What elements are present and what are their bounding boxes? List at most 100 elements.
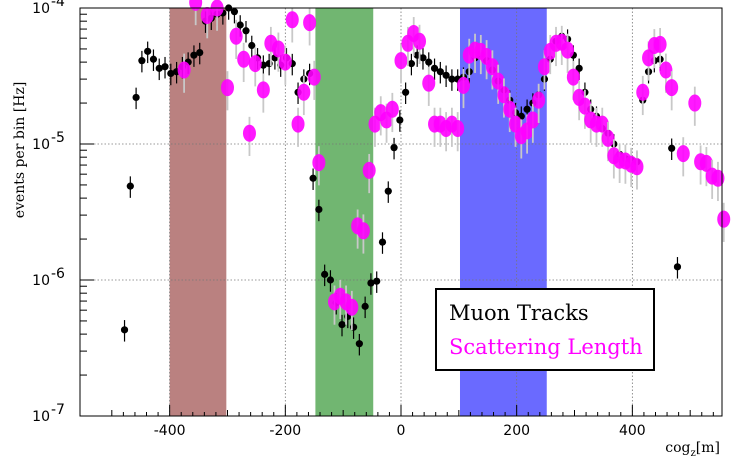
- muon-tracks-point: [419, 54, 427, 62]
- scattering-length-point: [422, 74, 436, 92]
- muon-tracks-point: [338, 320, 346, 329]
- scattering-length-point: [385, 100, 399, 118]
- scattering-length-point: [636, 83, 650, 101]
- muon-tracks-point: [442, 71, 450, 79]
- scattering-length-point: [303, 14, 317, 32]
- x-tick-label: -400: [154, 423, 186, 439]
- muon-tracks-point: [230, 8, 239, 16]
- x-axis-label-sub: z: [691, 448, 696, 459]
- muon-tracks-point: [309, 174, 317, 182]
- x-tick-label: 400: [619, 423, 646, 439]
- scattering-length-point: [526, 111, 540, 129]
- scattering-length-point: [711, 169, 725, 187]
- muon-tracks-point: [373, 277, 381, 285]
- muon-tracks-point: [120, 326, 129, 334]
- muon-tracks-point: [355, 340, 363, 348]
- scattering-length-point: [688, 94, 702, 112]
- y-tick-label: 10: [32, 137, 50, 153]
- scattering-length-point: [456, 76, 470, 94]
- muon-tracks-point: [149, 55, 158, 63]
- scattering-length-point: [271, 40, 285, 58]
- scattering-length-point: [312, 154, 326, 172]
- scattering-length-point: [665, 79, 679, 97]
- legend-entry-scattering-length: Scattering Length: [449, 335, 643, 359]
- muon-tracks-point: [396, 116, 404, 124]
- scattering-length-point: [532, 91, 546, 109]
- legend-entry-muon-tracks: Muon Tracks: [449, 301, 589, 325]
- scattering-length-point: [537, 58, 551, 76]
- muon-tracks-point: [167, 69, 175, 78]
- scattering-length-point: [497, 86, 511, 104]
- muon-tracks-point: [390, 144, 398, 152]
- muon-tracks-point: [132, 93, 140, 102]
- muon-tracks-point: [407, 60, 416, 68]
- x-tick-label: 0: [397, 423, 406, 439]
- muon-tracks-point: [321, 270, 329, 278]
- muon-tracks-point: [190, 51, 198, 59]
- scattering-length-point: [220, 79, 234, 97]
- y-tick-label: 10: [32, 1, 50, 17]
- scattering-length-point: [642, 49, 656, 67]
- muon-tracks-point: [138, 57, 146, 65]
- muon-tracks-point: [575, 64, 583, 72]
- muon-tracks-point: [242, 27, 250, 35]
- muon-tracks-point: [523, 105, 531, 113]
- scattering-length-point: [285, 11, 299, 29]
- y-tick-label-exponent: -5: [51, 130, 65, 146]
- scattering-length-point: [491, 72, 505, 90]
- muon-tracks-point: [430, 64, 439, 72]
- scattering-length-point: [278, 53, 292, 71]
- y-tick-label-exponent: -7: [51, 402, 65, 418]
- muon-tracks-point: [402, 88, 410, 96]
- muon-tracks-point: [144, 47, 152, 55]
- scattering-length-point: [356, 222, 370, 240]
- scattering-length-point: [248, 55, 262, 73]
- muon-tracks-point: [673, 263, 682, 271]
- muon-tracks-point: [668, 144, 676, 152]
- muon-tracks-point: [448, 75, 456, 83]
- scattering-length-point: [200, 7, 214, 25]
- muon-tracks-point: [361, 302, 369, 310]
- scattering-length-point: [601, 129, 615, 147]
- scattering-length-point: [297, 83, 311, 101]
- legend-box: [435, 288, 655, 371]
- y-tick-label-exponent: -4: [51, 0, 65, 10]
- muon-tracks-point: [196, 48, 204, 57]
- scattering-length-point: [229, 27, 243, 45]
- scattering-length-point: [699, 154, 713, 172]
- scattering-length-point: [659, 61, 673, 79]
- axis-ticks: [80, 13, 714, 417]
- scattering-length-point: [413, 32, 427, 50]
- scattering-length-point: [653, 35, 667, 53]
- muon-tracks-point: [326, 276, 335, 284]
- scattering-length-point: [242, 124, 256, 142]
- y-axis-label: events per bin [Hz]: [12, 82, 28, 219]
- muon-tracks-point: [248, 41, 256, 50]
- scattering-length-point: [291, 115, 305, 133]
- muon-tracks-point: [367, 279, 375, 287]
- scattering-length-point: [503, 100, 517, 118]
- muon-tracks-point: [126, 182, 134, 190]
- x-axis-label-unit: [m]: [696, 440, 720, 456]
- scattering-length-point: [566, 68, 580, 86]
- x-axis-label-main: cog: [665, 440, 690, 456]
- scattering-length-point: [307, 68, 321, 86]
- scattering-length-point: [394, 52, 408, 70]
- muon-tracks-point: [384, 187, 392, 195]
- y-tick-label: 10: [32, 409, 50, 425]
- muon-tracks-point: [436, 68, 444, 76]
- scattering-length-point: [362, 161, 376, 179]
- scattering-length-point: [676, 145, 690, 163]
- highlight-band-1: [315, 8, 374, 416]
- y-tick-label-exponent: -6: [51, 266, 65, 282]
- scattering-length-point: [717, 210, 731, 228]
- x-axis-label: cogz[m]: [665, 440, 720, 459]
- x-tick-label: 200: [503, 423, 530, 439]
- muon-tracks-point: [161, 63, 169, 71]
- scattering-length-point: [177, 61, 191, 79]
- scattering-length-point: [561, 41, 575, 59]
- muon-tracks-point: [425, 58, 433, 66]
- scattering-length-point: [485, 58, 499, 76]
